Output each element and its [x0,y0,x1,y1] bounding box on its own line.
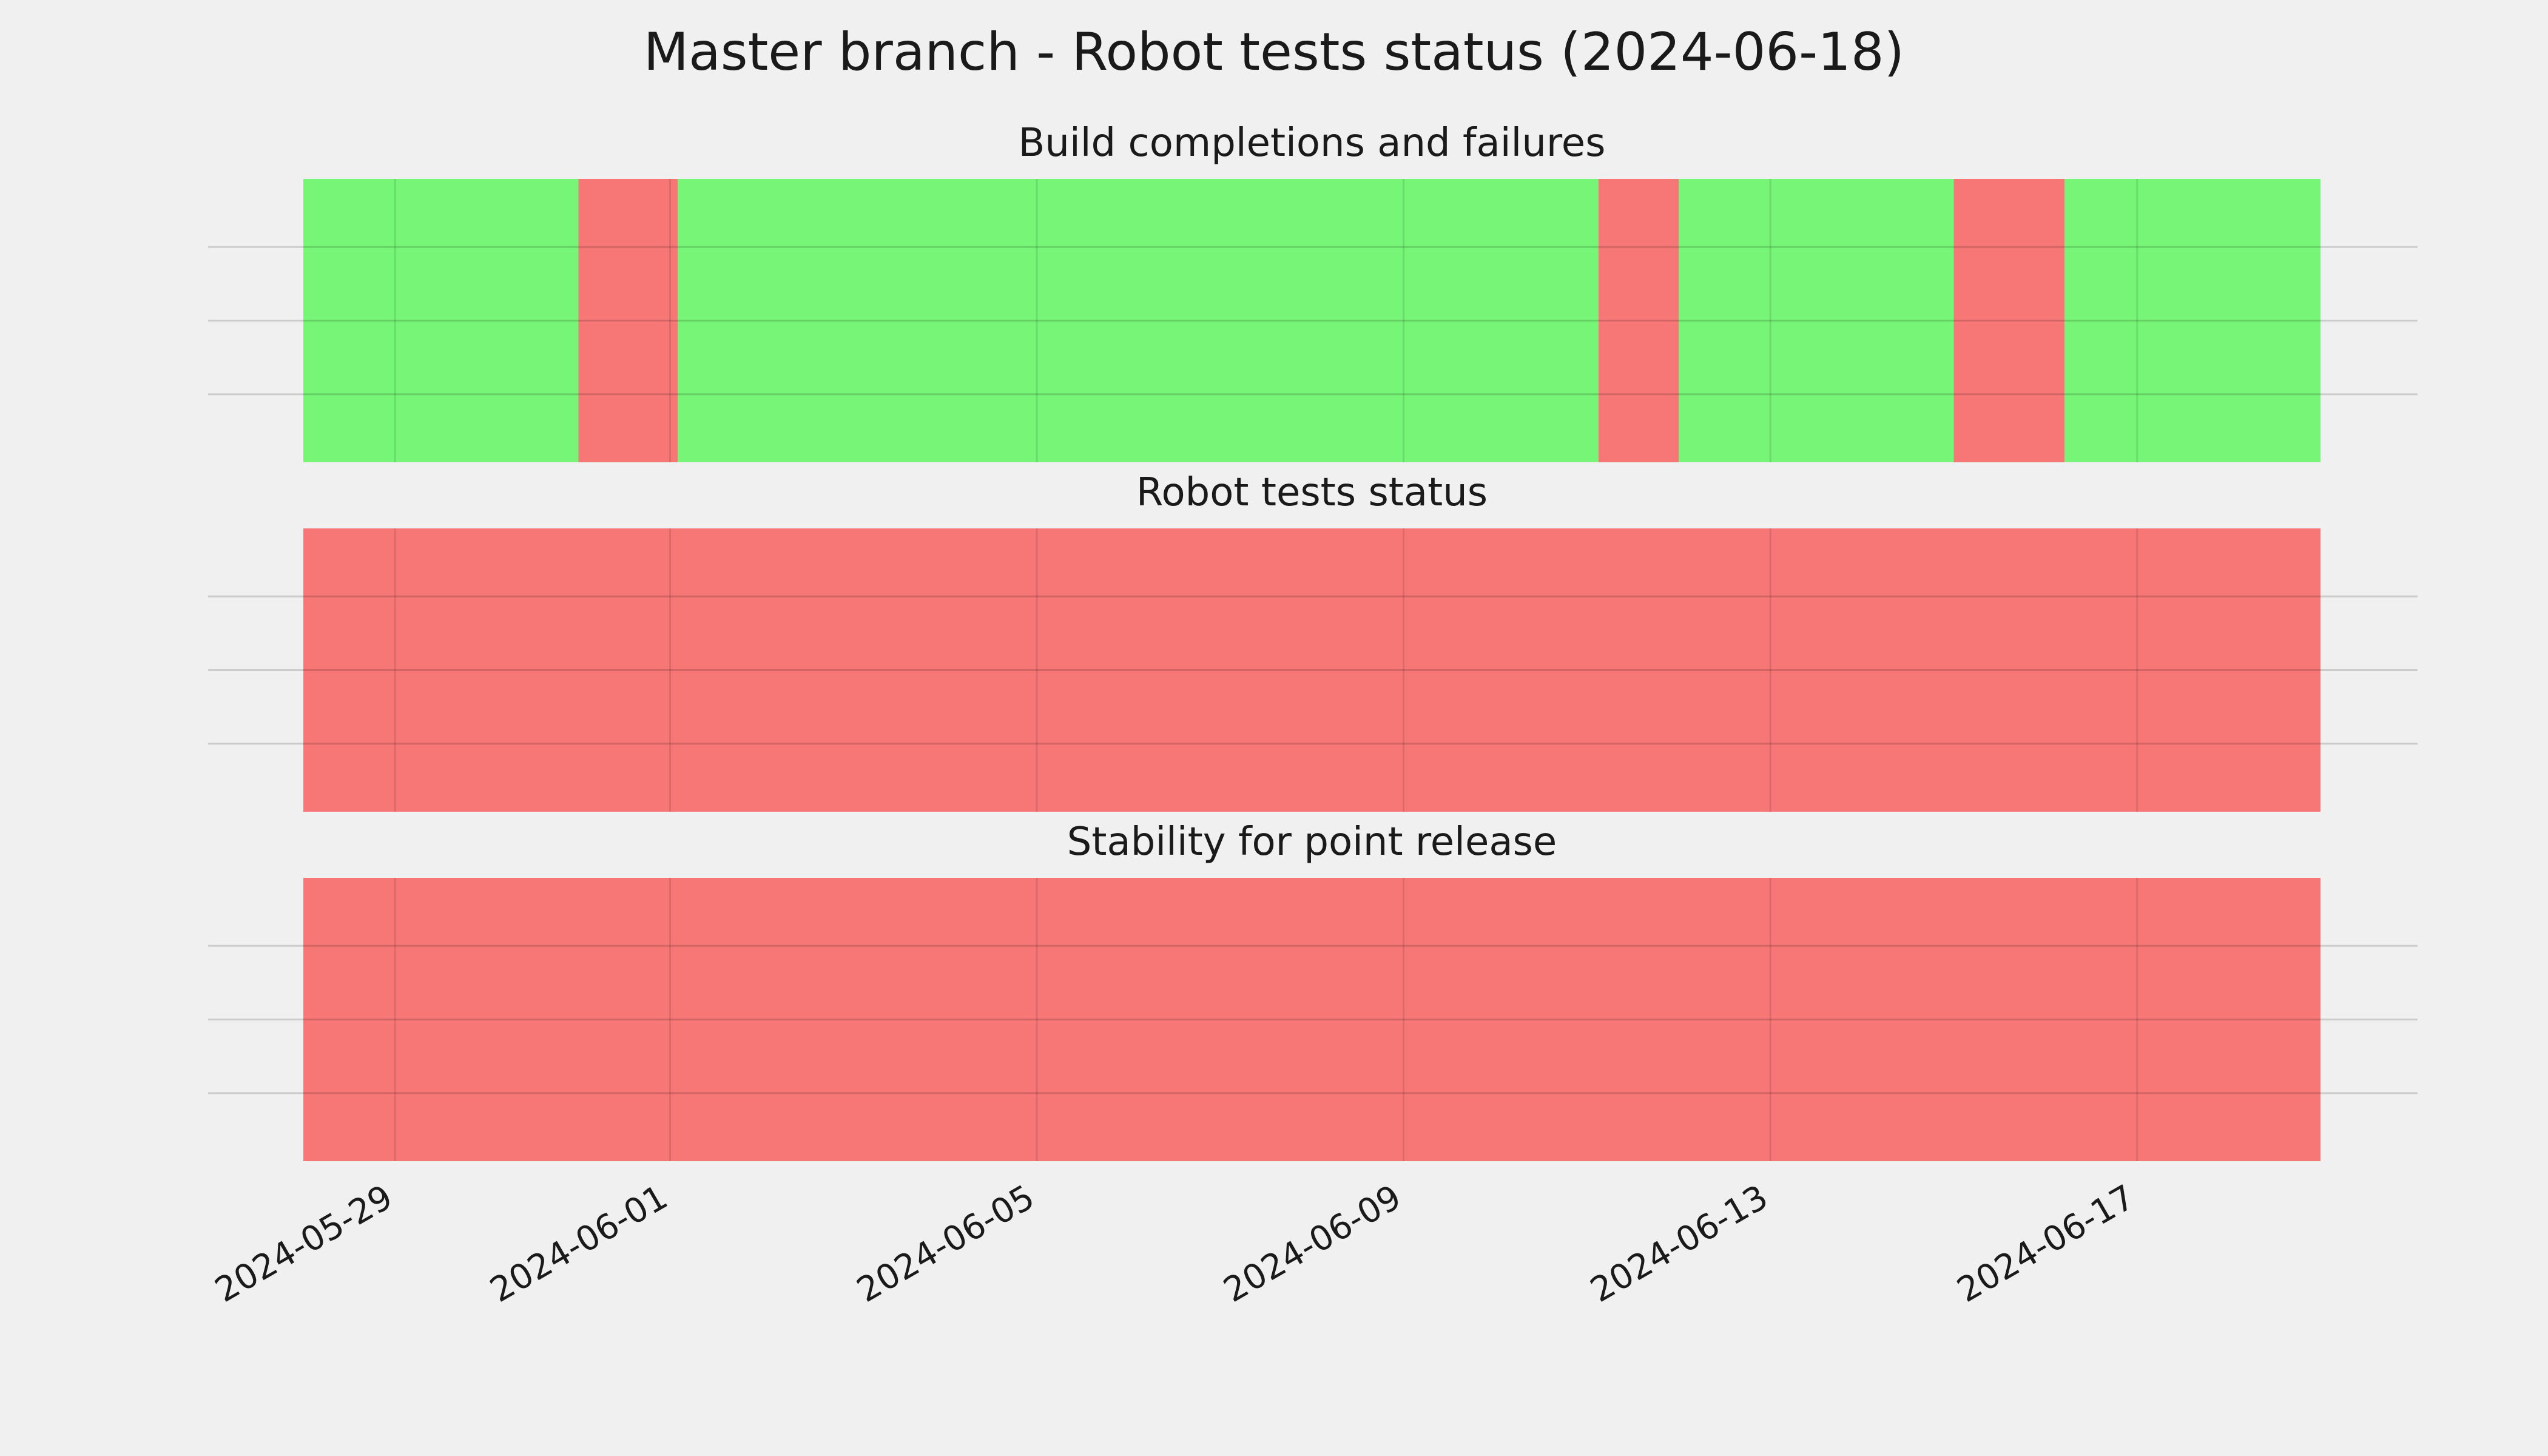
panel: Stability for point release [208,820,2418,1161]
x-tick-label: 2024-05-29 [209,1178,399,1310]
panel-title: Robot tests status [1136,470,1488,515]
chart-panels: Build completions and failures Robot test… [208,121,2418,1161]
status-segment-fail [1598,179,1679,462]
x-tick-label: 2024-06-13 [1584,1178,1774,1310]
panel-title: Stability for point release [1067,820,1557,864]
status-segment-pass [303,179,579,462]
status-segment-fail [303,878,2320,1161]
panel: Build completions and failures [208,121,2418,462]
x-tick-label: 2024-06-09 [1217,1178,1407,1310]
x-axis: 2024-05-29 2024-06-01 2024-06-05 2024-06-09… [209,1178,2142,1310]
status-segment-fail [303,528,2320,812]
status-segment-pass [2064,179,2320,462]
panel: Robot tests status [208,470,2418,812]
status-segment-pass [1679,179,1954,462]
x-tick-label: 2024-06-01 [484,1178,674,1310]
panel-title: Build completions and failures [1019,121,1606,166]
status-segment-fail [1953,179,2065,462]
status-segment-pass [678,179,1599,462]
chart-title: Master branch - Robot tests status (2024… [644,22,1904,83]
x-tick-label: 2024-06-05 [851,1178,1041,1310]
x-tick-label: 2024-06-17 [1950,1178,2141,1310]
status-segment-fail [578,179,678,462]
